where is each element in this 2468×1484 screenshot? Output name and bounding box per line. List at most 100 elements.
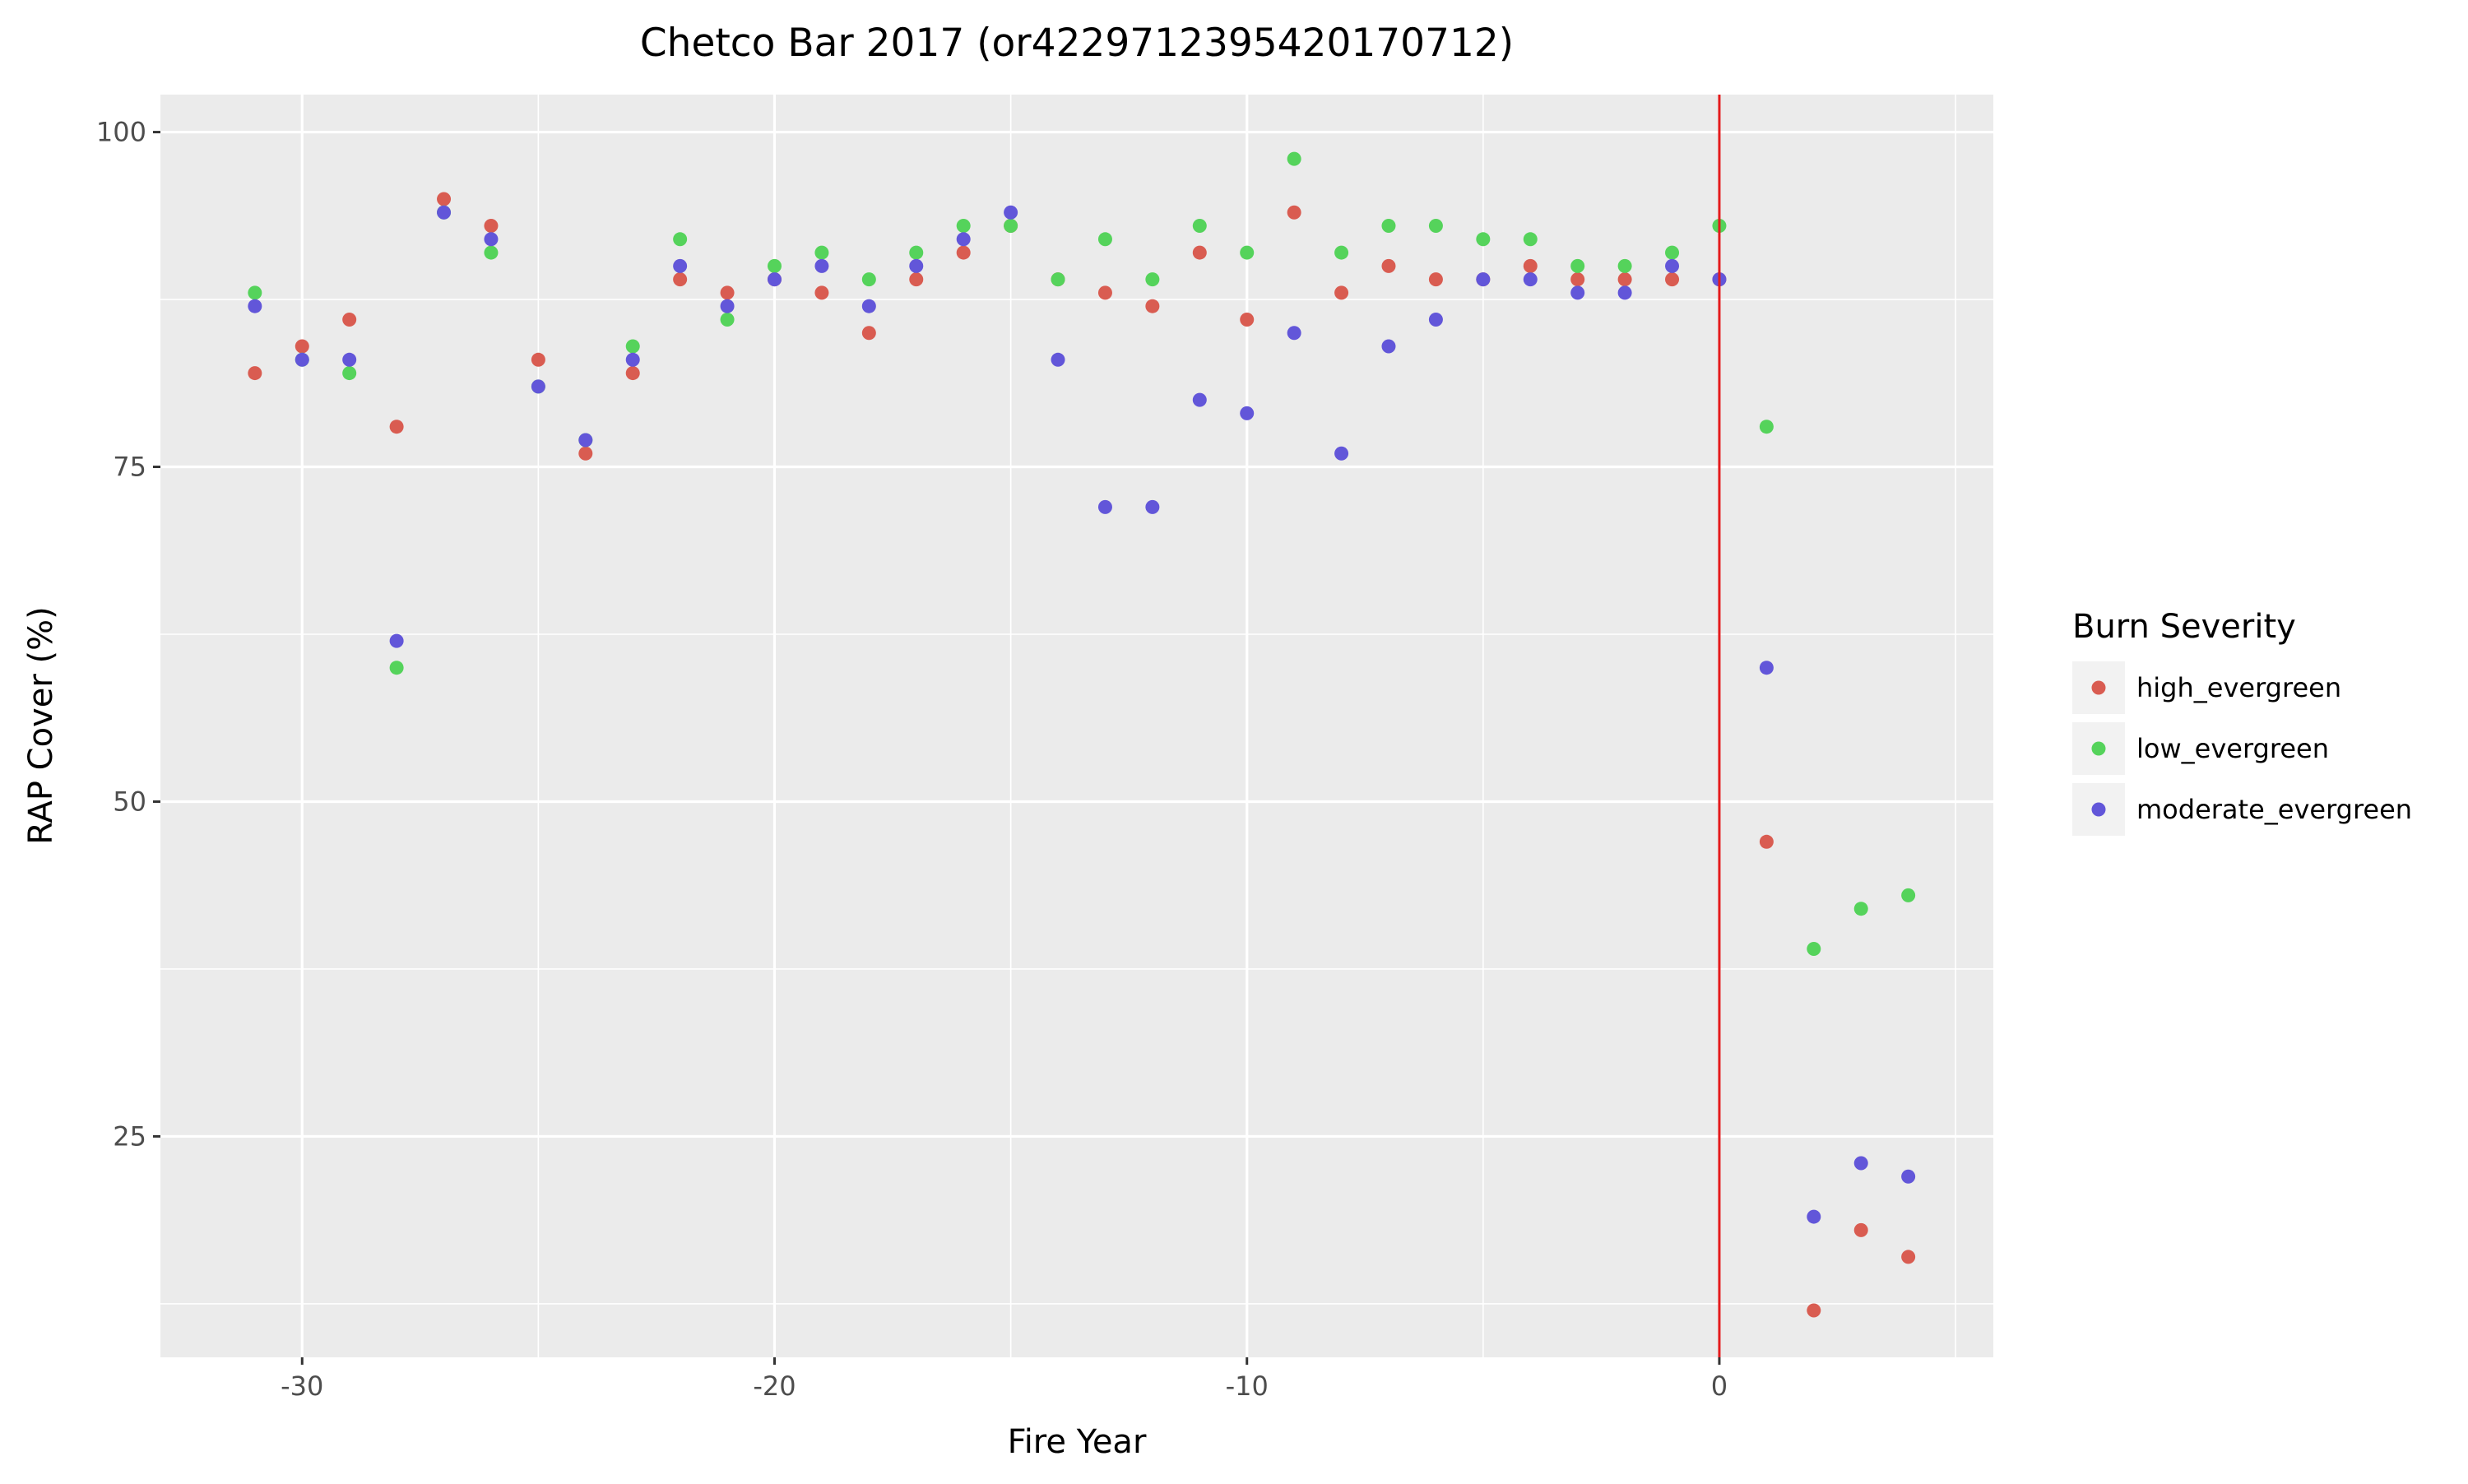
data-point <box>1192 245 1207 260</box>
legend-key-dot <box>2091 802 2106 817</box>
data-point <box>1004 205 1018 220</box>
data-point <box>814 245 829 260</box>
data-point <box>437 205 452 220</box>
series-low-evergreen <box>248 151 1916 957</box>
data-point <box>1004 219 1018 234</box>
data-point <box>909 258 924 273</box>
data-point <box>1617 258 1632 273</box>
data-point <box>767 258 782 273</box>
data-point <box>861 299 876 313</box>
data-point <box>1051 272 1065 287</box>
data-point <box>1334 285 1349 300</box>
legend-label: high_evergreen <box>2136 672 2341 703</box>
data-point <box>1523 232 1538 247</box>
legend-key-dot <box>2091 680 2106 695</box>
data-point <box>1523 272 1538 287</box>
data-point <box>437 192 452 206</box>
data-point <box>1476 272 1491 287</box>
data-point <box>1570 272 1585 287</box>
data-point <box>1240 406 1255 420</box>
data-point <box>720 312 735 327</box>
data-point <box>1192 219 1207 234</box>
data-point <box>578 446 593 461</box>
data-point <box>1853 1222 1868 1237</box>
data-point <box>1287 326 1301 341</box>
data-point <box>1665 245 1680 260</box>
data-point <box>295 352 309 367</box>
data-point <box>531 379 545 394</box>
chart-title: Chetco Bar 2017 (or4229712395420170712) <box>640 21 1514 66</box>
data-point <box>342 312 357 327</box>
legend: Burn Severity high_evergreen low_evergree… <box>2072 608 2412 836</box>
data-point <box>956 232 971 247</box>
data-point <box>673 258 688 273</box>
data-point <box>814 258 829 273</box>
minor-gridlines <box>160 95 1993 1357</box>
x-tick-label: -30 <box>281 1370 323 1402</box>
y-tick-label: 75 <box>113 452 146 483</box>
data-point <box>1145 272 1160 287</box>
data-point <box>1759 834 1774 849</box>
data-point <box>389 633 404 648</box>
data-point <box>1759 661 1774 675</box>
data-point <box>1334 446 1349 461</box>
data-point <box>1523 258 1538 273</box>
data-point <box>1381 339 1396 354</box>
data-point <box>625 339 640 354</box>
data-point <box>1428 219 1443 234</box>
data-point <box>1665 272 1680 287</box>
data-point <box>909 272 924 287</box>
data-point <box>1051 352 1065 367</box>
data-point <box>248 285 262 300</box>
data-point <box>295 339 309 354</box>
major-gridlines <box>160 95 1993 1357</box>
data-point <box>248 299 262 313</box>
x-axis-ticks: -30 -20 -10 0 <box>281 1357 1728 1402</box>
data-point <box>720 285 735 300</box>
data-point <box>673 272 688 287</box>
data-point <box>767 272 782 287</box>
data-point <box>625 352 640 367</box>
data-point <box>1381 219 1396 234</box>
data-point <box>1145 299 1160 313</box>
data-point <box>625 366 640 381</box>
legend-title: Burn Severity <box>2072 608 2296 646</box>
data-point <box>1476 232 1491 247</box>
y-axis-label: RAP Cover (%) <box>22 606 60 844</box>
data-point <box>1853 902 1868 916</box>
data-point <box>1901 1250 1916 1264</box>
data-point <box>1428 312 1443 327</box>
data-point <box>484 219 499 234</box>
data-point <box>814 285 829 300</box>
data-point <box>720 299 735 313</box>
data-points <box>248 151 1916 1318</box>
data-point <box>531 352 545 367</box>
data-point <box>1287 205 1301 220</box>
data-point <box>1097 499 1112 514</box>
data-point <box>1665 258 1680 273</box>
data-point <box>1570 258 1585 273</box>
data-point <box>1334 245 1349 260</box>
data-point <box>389 661 404 675</box>
plot-panel <box>160 95 1993 1357</box>
data-point <box>1807 1209 1821 1224</box>
x-axis-label: Fire Year <box>1008 1423 1147 1461</box>
data-point <box>1617 272 1632 287</box>
data-point <box>1807 1303 1821 1318</box>
legend-items: high_evergreen low_evergreen moderate_ever… <box>2072 661 2412 836</box>
y-tick-label: 25 <box>113 1120 146 1152</box>
data-point <box>484 245 499 260</box>
data-point <box>342 352 357 367</box>
legend-label: moderate_evergreen <box>2136 794 2412 825</box>
data-point <box>1901 1169 1916 1184</box>
data-point <box>389 420 404 434</box>
y-tick-label: 100 <box>96 117 146 148</box>
data-point <box>1428 272 1443 287</box>
data-point <box>1240 312 1255 327</box>
x-tick-label: -10 <box>1226 1370 1269 1402</box>
data-point <box>1901 888 1916 902</box>
data-point <box>1240 245 1255 260</box>
x-tick-label: 0 <box>1711 1370 1728 1402</box>
x-tick-label: -20 <box>753 1370 796 1402</box>
data-point <box>861 272 876 287</box>
